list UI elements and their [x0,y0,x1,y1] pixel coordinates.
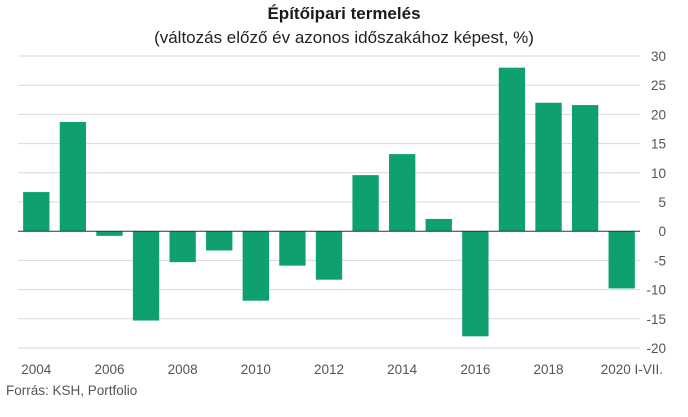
bar-2015 [425,218,452,232]
bars [23,67,635,337]
x-tick-label: 2008 [168,362,198,377]
chart-title: Építőipari termelés [267,4,421,23]
chart-subtitle: (változás előző év azonos időszakához ké… [154,28,534,47]
y-tick-label: 10 [651,166,666,181]
x-tick-label: 2016 [460,362,490,377]
x-tick-label: 2010 [241,362,271,377]
bar-2008 [169,231,196,263]
bar-2011 [279,231,306,266]
y-tick-label: 30 [651,49,666,64]
x-tick-label: 2006 [94,362,124,377]
y-tick-label: 0 [658,224,666,239]
bar-2005 [59,121,87,232]
axes: -20 -15 -10 -5 0 5 10 15 20 25 30 2004 2006 2008 2010 2… [18,49,666,377]
y-tick-label: -20 [646,341,666,356]
y-tick-label: 5 [658,195,666,210]
bar-2006 [96,231,123,236]
x-tick-label: 2020 I-VII. [601,362,663,377]
bar-2004 [23,192,50,232]
y-tick-label: 25 [651,78,666,93]
bar-2010 [242,231,269,301]
bar-2012 [315,231,343,280]
bar-2016 [462,231,489,337]
x-tick-label: 2014 [387,362,418,377]
x-tick-label: 2018 [534,362,564,377]
bar-2019 [571,105,599,232]
x-tick-label: 2012 [314,362,344,377]
bar-2007 [132,231,160,321]
y-tick-label: -15 [646,312,666,327]
source-note: Forrás: KSH, Portfolio [6,383,138,398]
y-tick-label: -5 [654,253,666,268]
y-tick-label: -10 [646,283,666,298]
y-tick-label: 20 [651,107,666,122]
bar-2020-I-VII- [608,231,635,289]
x-tick-label: 2004 [21,362,52,377]
bar-2017 [498,67,526,232]
bar-2013 [352,175,379,232]
bar-2018 [535,102,562,232]
bar-2009 [206,231,233,251]
y-tick-label: 15 [651,137,666,152]
bar-2014 [389,154,416,232]
